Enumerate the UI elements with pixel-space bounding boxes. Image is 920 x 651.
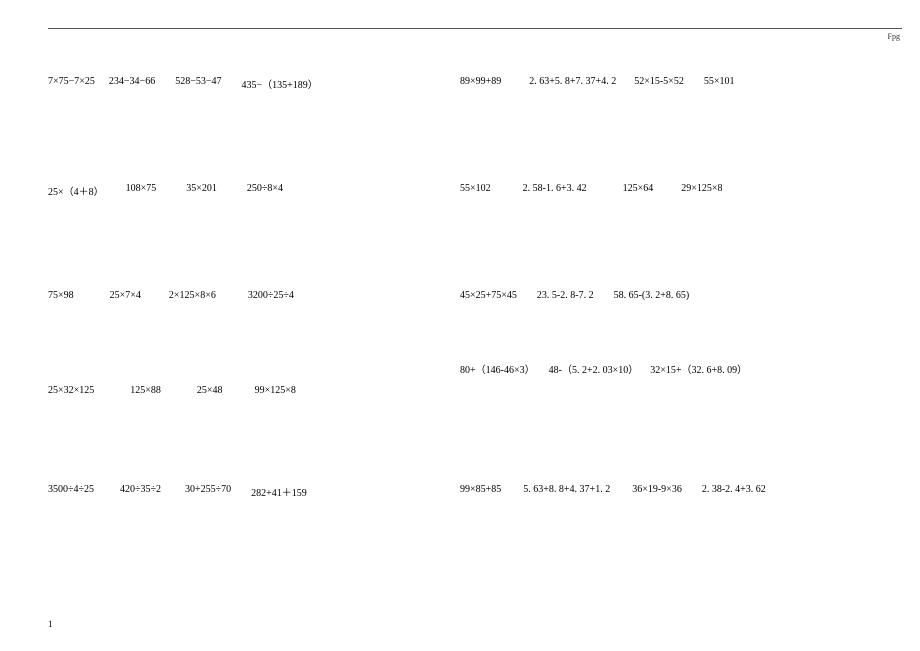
math-expression: 435−（135+189）: [241, 76, 317, 91]
math-expression: 3200÷25÷4: [248, 290, 294, 301]
math-expression: 80+（146-46×3）: [460, 361, 535, 376]
expression-row: 7×75−7×25 234−34−66 528−53−47 435−（135+1…: [48, 76, 872, 91]
math-expression: 282+41＋159: [251, 484, 307, 499]
math-expression: 32×15+（32. 6+8. 09）: [650, 361, 747, 376]
worksheet-content: 7×75−7×25 234−34−66 528−53−47 435−（135+1…: [48, 76, 872, 499]
math-expression: 3500÷4÷25: [48, 484, 94, 495]
math-expression: 29×125×8: [681, 183, 722, 194]
math-expression: 35×201: [186, 183, 217, 194]
math-expression: 55×101: [704, 76, 735, 87]
math-expression: 25×32×125: [48, 385, 94, 396]
expression-row: 75×98 25×7×4 2×125×8×6 3200÷25÷4 45×25+7…: [48, 290, 872, 301]
math-expression: 420÷35÷2: [120, 484, 161, 495]
left-column: 25×（4＋8） 108×75 35×201 250÷8×4: [48, 183, 460, 198]
math-expression: 2×125×8×6: [169, 290, 216, 301]
expression-row: 25×（4＋8） 108×75 35×201 250÷8×4 55×102 2.…: [48, 183, 872, 198]
left-column: 7×75−7×25 234−34−66 528−53−47 435−（135+1…: [48, 76, 460, 91]
math-expression: 5. 63+8. 8+4. 37+1. 2: [523, 484, 610, 495]
math-expression: 108×75: [126, 183, 157, 194]
math-expression: 23. 5-2. 8-7. 2: [537, 290, 594, 301]
math-expression: 125×88: [130, 385, 161, 396]
math-expression: 45×25+75×45: [460, 290, 517, 301]
math-expression: 25×7×4: [110, 290, 141, 301]
right-column: 45×25+75×45 23. 5-2. 8-7. 2 58. 65-(3. 2…: [460, 290, 872, 301]
math-expression: 2. 38-2. 4+3. 62: [702, 484, 766, 495]
right-column: 89×99+89 2. 63+5. 8+7. 37+4. 2 52×15-5×5…: [460, 76, 872, 91]
math-expression: 55×102: [460, 183, 491, 194]
math-expression: 234−34−66: [109, 76, 155, 87]
math-expression: 48-（5. 2+2. 03×10）: [549, 361, 639, 376]
header-label: Fpg: [888, 32, 900, 41]
header-divider: [48, 28, 902, 29]
math-expression: 2. 58-1. 6+3. 42: [523, 183, 587, 194]
math-expression: 250÷8×4: [247, 183, 283, 194]
page-footer-mark: 1: [48, 619, 53, 629]
math-expression: 58. 65-(3. 2+8. 65): [614, 290, 690, 301]
right-column: 80+（146-46×3） 48-（5. 2+2. 03×10） 32×15+（…: [460, 361, 872, 376]
math-expression: 25×48: [197, 385, 223, 396]
right-column: 55×102 2. 58-1. 6+3. 42 125×64 29×125×8: [460, 183, 872, 198]
math-expression: 25×（4＋8）: [48, 183, 104, 198]
math-expression: 99×85+85: [460, 484, 501, 495]
left-column: 75×98 25×7×4 2×125×8×6 3200÷25÷4: [48, 290, 460, 301]
expression-row: 3500÷4÷25 420÷35÷2 30+255÷70 282+41＋159 …: [48, 484, 872, 499]
math-expression: 36×19-9×36: [632, 484, 682, 495]
right-column: 99×85+85 5. 63+8. 8+4. 37+1. 2 36×19-9×3…: [460, 484, 872, 499]
math-expression: 528−53−47: [175, 76, 221, 87]
left-column: 25×32×125 125×88 25×48 99×125×8: [48, 385, 460, 400]
math-expression: 125×64: [623, 183, 654, 194]
math-expression: 89×99+89: [460, 76, 501, 87]
math-expression: 30+255÷70: [185, 484, 231, 495]
math-expression: 7×75−7×25: [48, 76, 95, 87]
math-expression: 52×15-5×52: [634, 76, 684, 87]
expression-row: 25×32×125 125×88 25×48 99×125×8 80+（146-…: [48, 385, 872, 400]
left-column: 3500÷4÷25 420÷35÷2 30+255÷70 282+41＋159: [48, 484, 460, 499]
math-expression: 75×98: [48, 290, 74, 301]
math-expression: 99×125×8: [255, 385, 296, 396]
math-expression: 2. 63+5. 8+7. 37+4. 2: [529, 76, 616, 87]
